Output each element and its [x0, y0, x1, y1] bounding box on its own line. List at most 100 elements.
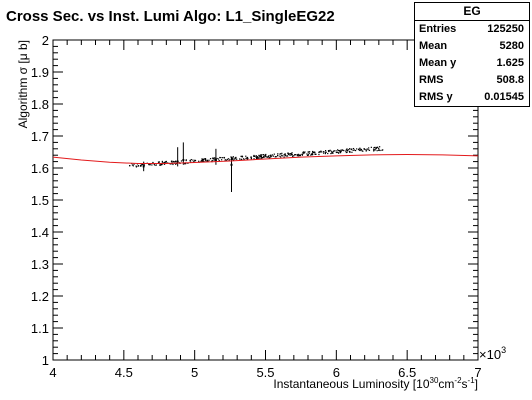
data-point [245, 155, 247, 157]
data-point [212, 159, 214, 162]
data-point [354, 149, 357, 152]
data-point [315, 153, 317, 155]
data-point [180, 160, 183, 162]
data-point [258, 154, 260, 156]
data-point [216, 157, 218, 160]
data-point [287, 153, 290, 156]
data-point [325, 151, 327, 153]
data-point [277, 154, 279, 157]
data-point [161, 164, 163, 166]
data-point [204, 159, 207, 161]
data-point [314, 153, 316, 155]
data-point [345, 150, 347, 152]
stats-label: Entries [419, 23, 457, 35]
error-bar-point [176, 160, 179, 163]
data-point [279, 155, 281, 157]
data-point [260, 155, 263, 158]
data-point [327, 152, 329, 155]
data-point [260, 154, 262, 156]
data-point [202, 159, 204, 162]
data-point [302, 153, 304, 155]
data-point [327, 150, 330, 152]
data-point [291, 152, 293, 154]
data-point [240, 158, 242, 160]
data-point [357, 149, 360, 151]
data-point [172, 160, 174, 163]
data-point [151, 164, 153, 166]
data-point [281, 155, 283, 157]
data-point [365, 149, 367, 151]
data-point [194, 159, 196, 161]
data-point [202, 159, 205, 161]
x-tick-label: 5 [191, 365, 198, 380]
data-point [213, 157, 215, 159]
data-point [272, 155, 275, 157]
data-point [239, 158, 241, 160]
data-point [293, 155, 295, 157]
stats-title: EG [415, 3, 529, 21]
data-point [373, 150, 375, 152]
y-tick-labels: 1 1.1 1.2 1.3 1.4 1.5 1.6 1.7 1.8 1.9 2 [31, 33, 49, 368]
data-point [175, 160, 177, 162]
data-point [198, 160, 200, 162]
data-point [185, 159, 187, 162]
data-point [296, 155, 298, 157]
data-point [268, 155, 270, 157]
y-tick-label: 2 [42, 33, 49, 48]
stats-row-entries: Entries 125250 [415, 21, 529, 38]
data-point [189, 159, 191, 162]
stats-label: RMS y [419, 91, 453, 103]
data-point [269, 154, 272, 156]
data-point [202, 158, 204, 160]
data-point [284, 153, 286, 155]
data-point [302, 152, 304, 154]
stats-label: Mean [419, 40, 448, 52]
data-point [259, 155, 262, 158]
data-point [277, 153, 279, 155]
data-point [204, 158, 207, 160]
data-point [301, 153, 303, 155]
data-point [232, 158, 234, 161]
data-point [253, 155, 255, 157]
data-point [255, 155, 257, 157]
data-point [328, 150, 331, 152]
x-multiplier: ×103 [479, 345, 506, 362]
data-point [330, 152, 332, 155]
error-bar-point [214, 159, 217, 161]
data-point [382, 149, 384, 151]
data-point [372, 149, 375, 151]
data-point [224, 159, 226, 161]
data-point [373, 147, 375, 149]
data-point [201, 158, 203, 160]
data-point [343, 149, 345, 152]
data-point [275, 156, 277, 158]
data-point [170, 163, 172, 165]
data-point [287, 152, 289, 154]
data-point [360, 148, 363, 151]
x-multiplier-exp: 3 [501, 345, 506, 355]
data-point [337, 149, 339, 151]
data-point [346, 148, 348, 150]
data-point [312, 151, 314, 153]
data-point [256, 157, 258, 159]
data-point [247, 157, 249, 160]
data-point [356, 148, 358, 150]
x-tick-label: 4 [49, 365, 56, 380]
data-point [309, 151, 311, 153]
stats-row-rms: RMS 508.8 [415, 72, 529, 89]
data-point [139, 164, 142, 166]
stats-value: 508.8 [496, 74, 524, 86]
data-point [135, 165, 137, 167]
data-point [362, 150, 364, 152]
data-point [279, 153, 281, 155]
data-point [303, 152, 306, 154]
data-point [235, 156, 237, 159]
data-point [351, 151, 353, 153]
data-point [286, 155, 288, 157]
data-point [208, 159, 210, 161]
data-point [292, 155, 294, 157]
data-point [328, 150, 330, 153]
data-point [218, 160, 220, 162]
stats-value: 1.625 [496, 57, 524, 69]
x-tick-label: 6 [333, 365, 340, 380]
